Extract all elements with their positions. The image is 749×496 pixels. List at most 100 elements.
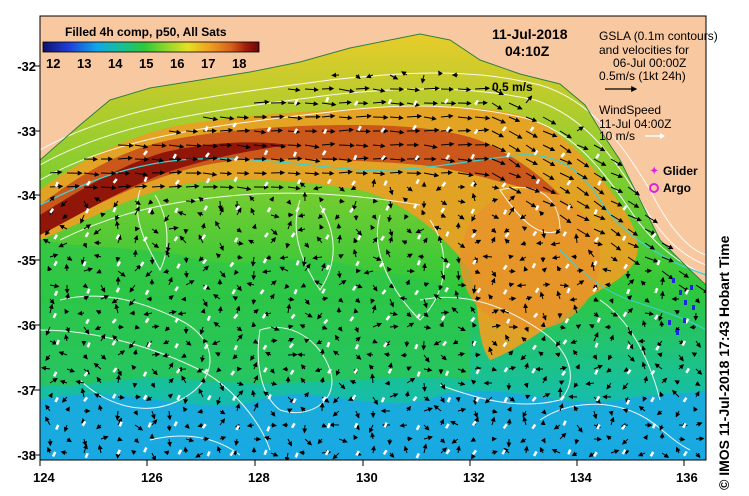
velocity-arrow xyxy=(66,183,80,189)
velocity-arrow xyxy=(695,436,705,442)
wind-vector xyxy=(112,178,118,184)
velocity-arrow xyxy=(134,226,140,232)
velocity-arrow xyxy=(504,238,510,244)
velocity-arrow xyxy=(491,158,506,166)
velocity-arrow xyxy=(471,214,476,222)
wind-vector xyxy=(650,369,656,376)
wind-vector xyxy=(146,341,152,348)
wind-vector xyxy=(440,207,446,214)
velocity-arrow xyxy=(590,261,596,272)
wind-vector xyxy=(682,422,687,429)
wind-vector xyxy=(382,449,388,456)
velocity-arrow xyxy=(338,88,355,94)
velocity-arrow xyxy=(304,242,310,248)
wind-vector xyxy=(86,288,91,294)
velocity-arrow xyxy=(508,130,523,139)
velocity-arrow xyxy=(65,326,70,334)
velocity-arrow xyxy=(185,340,192,346)
velocity-arrow xyxy=(457,407,467,413)
wind-legend: WindSpeed 11-Jul 04:00Z 10 m/s xyxy=(599,103,672,143)
velocity-arrow xyxy=(320,262,326,272)
wind-vector xyxy=(233,313,239,320)
wind-vector xyxy=(650,396,655,403)
velocity-arrow xyxy=(508,254,514,260)
wind-vector xyxy=(531,396,537,402)
velocity-arrow xyxy=(370,432,376,440)
velocity-arrow xyxy=(457,128,472,134)
velocity-arrow xyxy=(236,227,243,233)
velocity-arrow xyxy=(372,322,383,328)
velocity-arrow xyxy=(63,424,69,433)
velocity-arrow xyxy=(423,282,430,288)
velocity-arrow xyxy=(659,290,665,300)
velocity-arrow xyxy=(299,324,306,329)
velocity-arrow xyxy=(270,157,285,163)
velocity-arrow xyxy=(287,87,301,93)
velocity-arrow xyxy=(219,270,226,278)
velocity-arrow xyxy=(332,452,340,460)
velocity-arrow xyxy=(671,389,680,398)
wind-vector xyxy=(442,340,448,347)
velocity-arrow xyxy=(112,334,119,342)
velocity-arrow xyxy=(423,144,438,150)
velocity-arrow xyxy=(641,320,647,328)
svg-text:WindSpeed: WindSpeed xyxy=(599,103,661,117)
wind-vector xyxy=(267,394,272,400)
credit-label: © IMOS 11-Jul-2018 17:43 Hobart Time xyxy=(716,235,732,490)
velocity-arrow xyxy=(556,290,562,300)
velocity-arrow xyxy=(270,143,286,149)
velocity-arrow xyxy=(576,186,590,197)
wind-vector xyxy=(623,263,629,270)
velocity-arrow xyxy=(355,336,361,342)
velocity-arrow xyxy=(491,102,503,110)
velocity-arrow xyxy=(49,169,63,175)
velocity-arrow xyxy=(678,436,686,442)
velocity-arrow xyxy=(519,214,527,220)
wind-vector xyxy=(562,231,568,237)
velocity-arrow xyxy=(300,377,306,384)
wind-vector xyxy=(53,234,59,240)
velocity-arrow xyxy=(437,235,443,244)
velocity-arrow xyxy=(264,352,272,357)
velocity-arrow xyxy=(338,254,344,259)
velocity-arrow xyxy=(279,255,289,261)
velocity-arrow xyxy=(64,263,70,272)
velocity-arrow xyxy=(317,438,323,445)
velocity-arrow xyxy=(401,240,408,245)
velocity-arrow xyxy=(644,214,659,224)
velocity-arrow xyxy=(423,354,430,363)
velocity-arrow xyxy=(440,354,447,361)
velocity-arrow xyxy=(198,234,204,244)
wind-vector xyxy=(51,451,57,457)
velocity-arrow xyxy=(576,172,588,180)
wind-vector xyxy=(654,287,659,294)
velocity-arrow xyxy=(133,437,139,444)
velocity-arrow xyxy=(610,311,619,317)
velocity-arrow xyxy=(134,200,142,205)
velocity-arrow xyxy=(45,354,51,361)
velocity-arrow xyxy=(641,345,647,356)
velocity-arrow xyxy=(151,184,166,190)
velocity-arrow xyxy=(300,406,306,412)
velocity-arrow xyxy=(694,381,701,386)
velocity-arrow xyxy=(674,309,680,315)
velocity-arrow xyxy=(451,307,459,314)
velocity-arrow xyxy=(406,322,415,328)
velocity-arrow xyxy=(262,269,272,275)
velocity-arrow xyxy=(521,226,528,232)
wind-vector xyxy=(503,396,509,403)
velocity-arrow xyxy=(470,437,477,442)
wind-vector xyxy=(380,127,386,133)
wind-vector xyxy=(206,315,211,322)
wind-vector xyxy=(112,207,117,213)
wind-vector xyxy=(501,126,507,132)
velocity-arrow xyxy=(401,71,408,77)
velocity-arrow xyxy=(656,410,663,416)
wind-vector xyxy=(470,208,475,215)
velocity-arrow xyxy=(406,377,416,384)
wind-vector xyxy=(412,124,417,131)
wind-vector xyxy=(204,125,209,132)
velocity-arrow xyxy=(387,200,393,209)
wind-vector xyxy=(502,264,508,271)
velocity-arrow xyxy=(47,392,53,399)
